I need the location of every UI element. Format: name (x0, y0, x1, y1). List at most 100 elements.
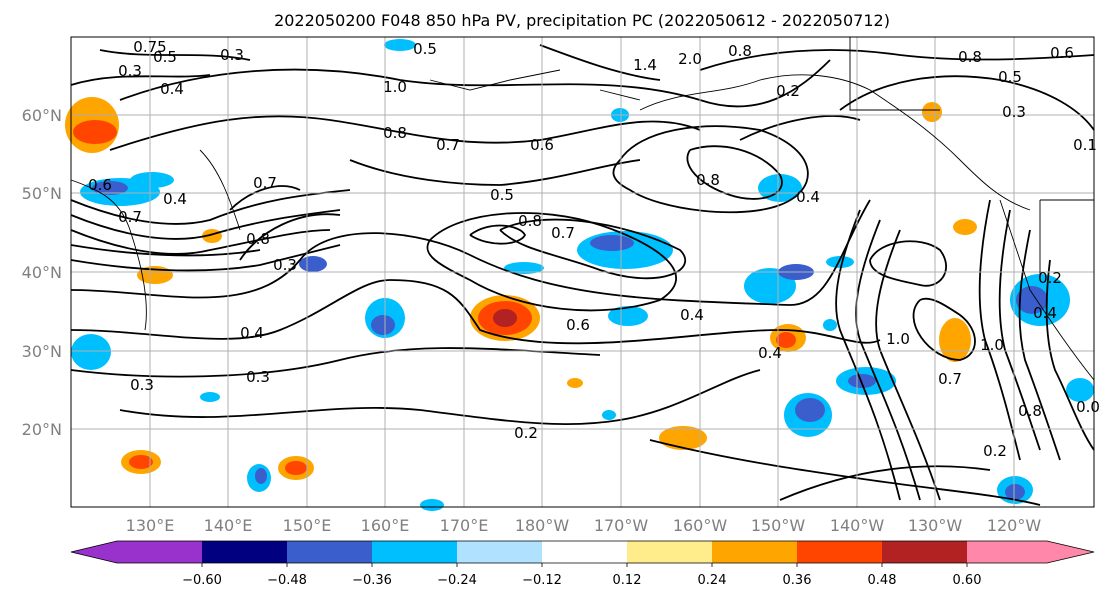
precip-patch (567, 378, 583, 388)
pv-contour (835, 209, 901, 501)
colorbar: −0.60 −0.48 −0.36 −0.24 −0.12 0.12 0.24 … (70, 540, 1095, 588)
colorbar-tick-label: −0.36 (352, 573, 392, 588)
contour-label: 0.4 (160, 80, 184, 98)
pv-contour (70, 229, 331, 255)
island-chain (429, 69, 641, 101)
contour-label: 0.2 (514, 424, 538, 442)
contour-label: 0.4 (163, 190, 187, 208)
contour-label: 0.5 (153, 48, 177, 66)
pv-contour (686, 145, 783, 200)
contour-label: 1.0 (383, 78, 407, 96)
precip-patch (92, 181, 128, 195)
precip-patch (1016, 286, 1048, 314)
pv-contour (499, 218, 687, 280)
precip-patch (826, 256, 854, 268)
precip-patch (493, 309, 517, 327)
contour-label: 0.6 (88, 176, 112, 194)
precip-patch (200, 392, 220, 402)
lon-tick-label: 160°E (361, 516, 410, 535)
pv-contour (1045, 259, 1095, 451)
precip-patch (371, 315, 395, 335)
lon-tick-label: 150°W (751, 516, 806, 535)
precip-patch (776, 332, 796, 348)
contour-label: 0.3 (118, 62, 142, 80)
precip-patch (73, 120, 117, 144)
contour-label: 0.7 (938, 370, 962, 388)
contour-label: 0.4 (758, 344, 782, 362)
contour-label: 0.8 (728, 42, 752, 60)
pv-contour (99, 49, 251, 61)
contour-label: 0.3 (246, 368, 270, 386)
contour-label: 1.0 (886, 330, 910, 348)
colorbar-segment (457, 541, 542, 563)
colorbar-tick-label: −0.12 (522, 573, 562, 588)
colorbar-tick-label: −0.60 (182, 573, 222, 588)
precip-shading (65, 39, 1094, 511)
pv-contour (349, 159, 641, 186)
lon-tick-label: 140°E (204, 516, 253, 535)
contour-label: 0.6 (1050, 44, 1074, 62)
colorbar-extend-high (1047, 541, 1094, 563)
precip-patch (608, 306, 648, 326)
precip-patch (285, 461, 307, 475)
lon-tick-label: 160°W (673, 516, 728, 535)
colorbar-segment (627, 541, 712, 563)
colorbar-ticks (201, 563, 968, 567)
precip-patch (129, 455, 153, 469)
contour-label: 0.3 (130, 376, 154, 394)
precip-patch (953, 219, 977, 235)
contour-label: 2.0 (678, 50, 702, 68)
pv-contour (978, 199, 1021, 461)
lat-tick-label: 50°N (22, 184, 62, 203)
precip-patch (602, 410, 616, 420)
colorbar-extend-low (71, 541, 117, 563)
contour-label: 0.8 (246, 230, 270, 248)
colorbar-tick-label: 0.60 (953, 573, 982, 588)
pv-contour (70, 199, 871, 306)
pv-contour (612, 125, 809, 214)
precip-patch (504, 262, 544, 274)
lon-tick-label: 170°W (594, 516, 649, 535)
pv-contour (539, 44, 661, 81)
pv-contour (998, 209, 1041, 451)
colorbar-segment (287, 541, 372, 563)
colorbar-tick-label: 0.24 (698, 573, 727, 588)
pv-contour (70, 347, 601, 378)
pv-contour (912, 297, 976, 361)
contour-label: 0.5 (490, 186, 514, 204)
lon-tick-label: 120°W (987, 516, 1042, 535)
precip-patch (922, 102, 942, 122)
colorbar-segment (542, 541, 627, 563)
pv-contour (855, 219, 921, 501)
colorbar-outline (70, 540, 1095, 564)
precip-patch (659, 426, 707, 450)
precip-patch (71, 334, 111, 370)
lon-tick-label: 140°W (830, 516, 885, 535)
pv-contour (649, 439, 1041, 506)
precip-patch (255, 468, 267, 484)
contour-label: 0.4 (240, 324, 264, 342)
colorbar-tick-label: 0.36 (783, 573, 812, 588)
contour-labels: 0.5 0.8 1.4 2.0 0.8 0.6 0.75 0.3 0.3 0.5… (88, 38, 1100, 460)
lat-tick-label: 30°N (22, 342, 62, 361)
pv-contour (70, 244, 261, 257)
contour-label: 0.6 (566, 316, 590, 334)
pv-contour (779, 465, 991, 501)
colorbar-tick-label: −0.48 (267, 573, 307, 588)
precip-patch (1066, 378, 1094, 402)
pv-contours (70, 44, 1095, 506)
coastlines (70, 37, 1095, 381)
lat-tick-label: 40°N (22, 263, 62, 282)
contour-label: 0.4 (1033, 304, 1057, 322)
colorbar-tick-label: 0.48 (868, 573, 897, 588)
lon-tick-label: 170°E (440, 516, 489, 535)
colorbar-segment (797, 541, 882, 563)
colorbar-segment (202, 541, 287, 563)
contour-label: 0.1 (1073, 136, 1097, 154)
map-title: 2022050200 F048 850 hPa PV, precipitatio… (274, 11, 890, 30)
lat-tick-label: 60°N (22, 106, 62, 125)
precip-patch (299, 256, 327, 272)
colorbar-segment (967, 541, 1047, 563)
pv-contour (119, 369, 761, 426)
contour-label: 0.8 (958, 48, 982, 66)
